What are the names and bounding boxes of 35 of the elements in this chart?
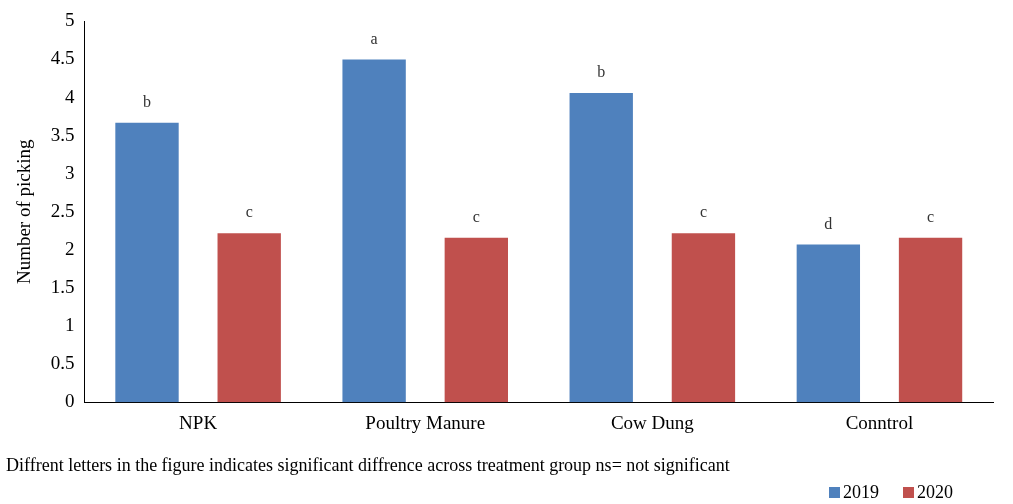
bar	[671, 233, 736, 403]
y-tick-label: 1.5	[50, 275, 75, 297]
y-tick-label: 1	[65, 314, 75, 336]
y-tick-label: 2	[65, 237, 75, 259]
bar	[115, 122, 179, 403]
bar	[444, 237, 508, 403]
y-tick-label: 0.5	[50, 352, 75, 374]
y-tick-label: 0	[65, 390, 75, 412]
y-tick-label: 3	[65, 161, 75, 183]
data-label: c	[699, 203, 707, 221]
y-axis-title: Number of picking	[13, 139, 35, 285]
data-label: c	[245, 203, 253, 221]
bar	[898, 237, 963, 403]
x-tick-label: NPK	[179, 411, 218, 433]
y-tick-label: 4	[65, 85, 76, 107]
data-label: c	[926, 207, 935, 225]
data-label: d	[824, 214, 833, 232]
data-label: c	[472, 207, 480, 225]
y-tick-label: 2.5	[50, 199, 75, 221]
bar	[217, 233, 281, 403]
legend-label: 2019	[842, 482, 879, 503]
bar	[796, 244, 861, 403]
x-tick-label: Poultry Manure	[365, 411, 486, 433]
data-label: b	[143, 92, 152, 110]
text: Diffrent letters in the figure indicates significant diffrence across treatment group ns= not significant	[6, 455, 730, 476]
y-tick-label: 4.5	[50, 47, 75, 69]
x-tick-label: Cow Dung	[610, 411, 695, 433]
legend-label: 2020	[916, 482, 953, 503]
data-label: b	[597, 63, 606, 81]
y-tick-label: 3.5	[50, 123, 75, 145]
bar	[342, 59, 406, 403]
data-label: a	[370, 29, 378, 47]
x-tick-label: Conntrol	[845, 411, 914, 433]
bar	[569, 92, 633, 403]
y-tick-label: 5	[65, 9, 75, 31]
